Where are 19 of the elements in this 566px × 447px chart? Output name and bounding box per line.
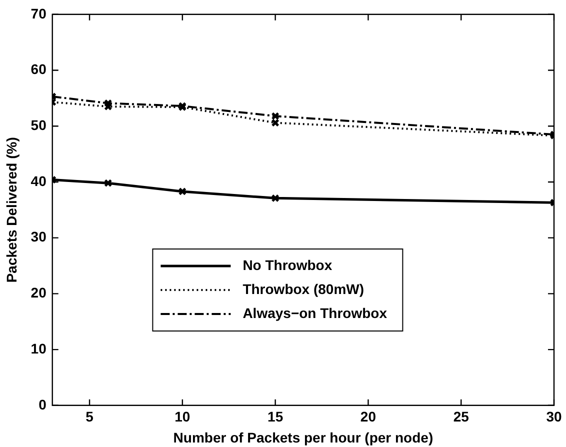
y-tick-label: 20: [30, 284, 47, 301]
legend-label: Always−on Throwbox: [242, 304, 388, 321]
y-tick-label: 30: [30, 228, 47, 245]
x-tick-label: 20: [360, 408, 376, 425]
x-tick-label: 5: [86, 408, 94, 425]
x-tick-label: 30: [546, 408, 562, 425]
legend-label: No Throwbox: [242, 256, 332, 273]
legend-label: Throwbox (80mW): [242, 280, 364, 297]
x-axis-title: Number of Packets per hour (per node): [173, 429, 434, 446]
y-tick-label: 50: [30, 116, 47, 133]
y-tick-label: 70: [30, 5, 47, 22]
y-tick-label: 0: [38, 396, 47, 412]
y-axis-title: Packets Delivered (%): [3, 137, 20, 283]
y-tick-label: 40: [30, 172, 47, 189]
x-tick-label: 25: [453, 408, 470, 425]
x-tick-label: 15: [268, 408, 284, 425]
x-tick-label: 10: [174, 408, 190, 425]
y-tick-label: 10: [30, 340, 47, 356]
y-tick-label: 60: [30, 61, 47, 78]
